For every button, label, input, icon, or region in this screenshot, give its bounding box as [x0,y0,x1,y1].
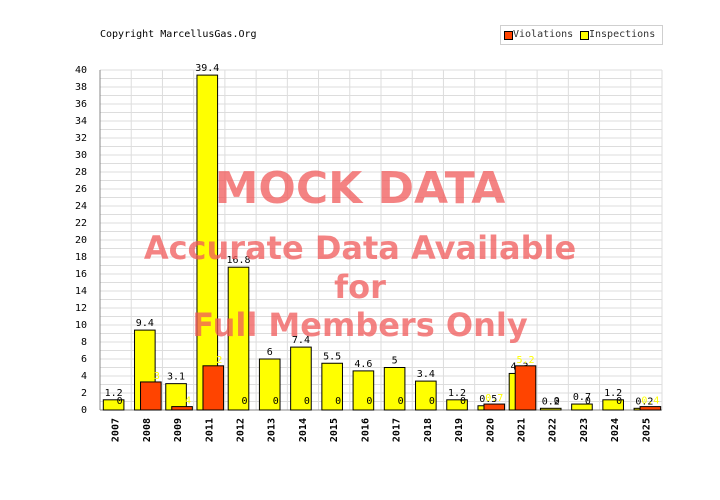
x-tick-label: 2016 [360,418,371,442]
legend-swatch-inspections [580,31,589,40]
data-label-inspections: 6 [267,347,273,358]
data-label-inspections: 5 [392,356,398,367]
x-tick-label: 2023 [579,418,590,442]
data-label-inspections: 1.2 [604,388,622,399]
bar-violations [171,406,193,411]
y-tick-label: 4 [81,371,87,382]
data-label-violations: 0.7 [485,393,503,404]
y-tick-label: 28 [75,167,87,178]
y-tick-label: 0 [81,405,87,416]
data-label-violations: 0 [273,396,279,407]
y-tick-label: 34 [75,116,87,127]
y-tick-label: 8 [81,337,87,348]
bar-inspections [383,367,406,411]
data-label-inspections: 7.4 [292,335,310,346]
data-label-inspections: 4.6 [354,359,372,370]
x-tick-label: 2012 [236,418,247,442]
y-tick-label: 24 [75,201,87,212]
data-label-inspections: 1.2 [105,388,123,399]
x-tick-label: 2011 [204,418,215,442]
y-tick-label: 32 [75,133,87,144]
data-label-inspections: 0.7 [573,392,591,403]
data-label-violations: 0 [585,396,591,407]
y-tick-label: 26 [75,184,87,195]
y-tick-label: 40 [75,65,87,76]
bar-inspections [571,403,593,411]
data-label-inspections: 39.4 [195,63,219,74]
y-tick-label: 16 [75,269,87,280]
y-tick-label: 6 [81,354,87,365]
bar-inspections [227,266,250,411]
data-label-violations: 0.4 [173,396,191,407]
data-label-violations: 0 [241,396,247,407]
x-tick-label: 2007 [111,418,122,442]
data-label-inspections: 0.5 [479,394,497,405]
bar-inspections [352,370,375,411]
data-label-violations: 0 [460,396,466,407]
x-tick-label: 2014 [298,418,309,442]
data-label-inspections: 1.2 [448,388,466,399]
data-label-violations: 0 [616,396,622,407]
bar-violations [483,403,506,411]
y-tick-label: 2 [81,388,87,399]
data-label-inspections: 5.5 [323,351,341,362]
bar-violations [140,381,162,411]
data-label-violations: 0 [398,396,404,407]
x-tick-label: 2009 [173,418,184,442]
data-label-violations: 0 [335,396,341,407]
bar-inspections [321,362,343,411]
x-tick-label: 2019 [454,418,465,442]
data-label-violations: 5.2 [204,355,222,366]
y-tick-label: 30 [75,150,87,161]
data-label-violations: 0 [366,396,372,407]
bar-violations [639,406,662,411]
data-label-violations: 5.2 [516,355,534,366]
data-label-violations: 0 [117,396,123,407]
y-tick-label: 38 [75,82,87,93]
bar-inspections [290,346,312,411]
data-label-inspections: 3.1 [167,372,185,383]
data-label-inspections: 0.2 [635,396,653,407]
y-tick-label: 10 [75,320,87,331]
y-tick-label: 36 [75,99,87,110]
bar-violations [202,365,225,411]
data-label-inspections: 0.2 [542,396,560,407]
x-tick-label: 2020 [485,418,496,442]
bar-violations [514,365,537,411]
legend-swatch-violations [504,31,513,40]
x-tick-label: 2025 [641,418,652,442]
y-tick-label: 22 [75,218,87,229]
copyright-text: Copyright MarcellusGas.Org [100,29,257,40]
legend-label-violations: Violations [513,29,574,40]
data-label-violations: 0 [304,396,310,407]
data-label-violations: 3.3 [142,371,160,382]
bar-inspections [446,399,468,411]
bar-inspections [415,380,437,411]
x-tick-label: 2022 [548,418,559,442]
legend-label-inspections: Inspections [589,29,656,40]
data-label-inspections: 3.4 [417,369,435,380]
data-label-violations: 0 [429,396,435,407]
data-label-inspections: 16.8 [226,255,250,266]
y-tick-label: 12 [75,303,87,314]
bar-inspections [539,407,562,411]
data-label-violations: 0 [554,396,560,407]
x-tick-label: 2013 [267,418,278,442]
x-tick-label: 2017 [392,418,403,442]
y-tick-label: 14 [75,286,87,297]
x-tick-label: 2008 [142,418,153,442]
data-label-violations: 0.4 [641,396,659,407]
x-tick-label: 2024 [610,418,621,442]
x-tick-label: 2021 [517,418,528,442]
legend: Violations Inspections [500,25,663,45]
bar-inspections [102,399,125,411]
bar-inspections [602,399,624,411]
data-label-inspections: 9.4 [136,318,154,329]
y-tick-label: 20 [75,235,87,246]
bar-inspections [258,358,281,411]
y-tick-label: 18 [75,252,87,263]
x-tick-label: 2018 [423,418,434,442]
x-tick-label: 2015 [329,418,340,442]
